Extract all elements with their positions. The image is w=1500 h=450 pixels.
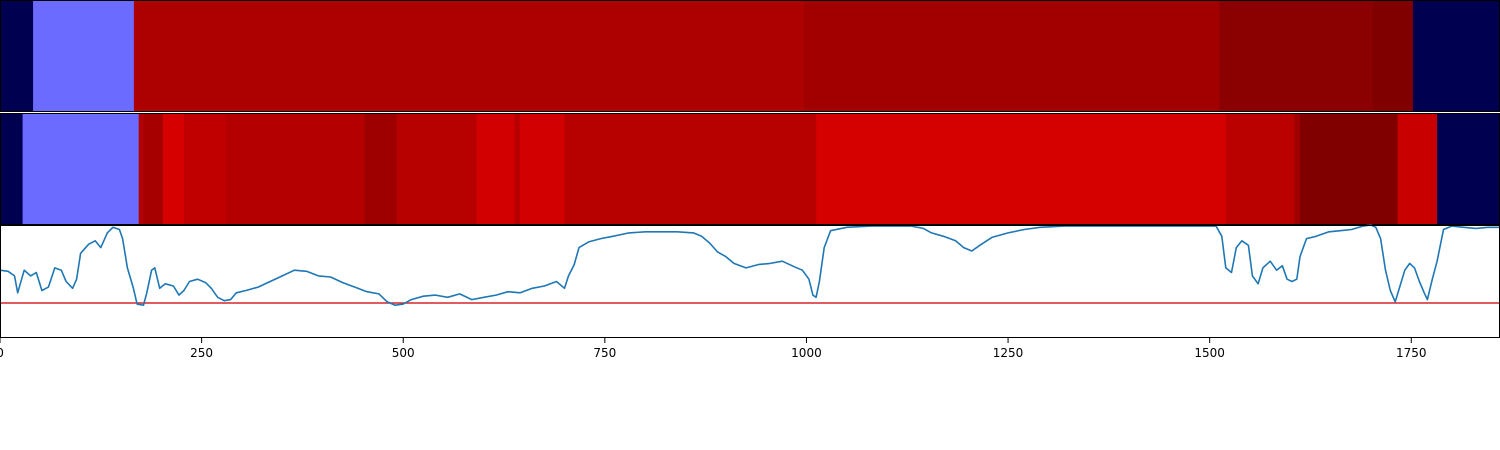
heatmap-segment (476, 113, 516, 225)
heatmap-segment (1437, 113, 1500, 225)
x-tick-label: 250 (190, 346, 213, 360)
x-axis: 0 250 500 750 1000 1250 1500 1750 (0, 338, 1427, 360)
heatmap-segment (364, 113, 398, 225)
heatmap-segment (1294, 113, 1301, 225)
heatmap-segment (1225, 113, 1295, 225)
heatmap-panel-top (0, 0, 1500, 112)
x-tick-label: 1750 (1396, 346, 1427, 360)
heatmap-segment (1300, 113, 1399, 225)
heatmap-segment (22, 113, 140, 225)
heatmap-panel-middle (0, 113, 1500, 225)
heatmap-segment (1412, 0, 1500, 112)
heatmap-segment (1397, 113, 1438, 225)
heatmap-segment (816, 113, 1227, 225)
heatmap-segment (1372, 0, 1414, 112)
x-tick-label: 1250 (993, 346, 1024, 360)
plot-background (0, 225, 1500, 338)
heatmap-segment (0, 113, 24, 225)
heatmap-segment (183, 113, 227, 225)
heatmap-segment (1219, 0, 1374, 112)
heatmap-segment (514, 113, 521, 225)
heatmap-segment (162, 113, 185, 225)
heatmap-segment (133, 0, 805, 112)
heatmap-segment (33, 0, 135, 112)
heatmap-segment (396, 113, 478, 225)
x-tick-label: 750 (593, 346, 616, 360)
heatmap-segment (225, 113, 366, 225)
heatmap-segment (520, 113, 566, 225)
heatmap-segment (564, 113, 817, 225)
x-tick-label: 1000 (791, 346, 822, 360)
heatmap-segment (0, 0, 34, 112)
data-line (0, 224, 1500, 306)
heatmap-segment (143, 113, 164, 225)
heatmap-segment (804, 0, 1220, 112)
heatmap-segment (138, 113, 145, 225)
x-tick-label: 0 (0, 346, 4, 360)
line-panel-bottom (0, 224, 1500, 338)
x-tick-label: 1500 (1194, 346, 1225, 360)
x-tick-label: 500 (392, 346, 415, 360)
